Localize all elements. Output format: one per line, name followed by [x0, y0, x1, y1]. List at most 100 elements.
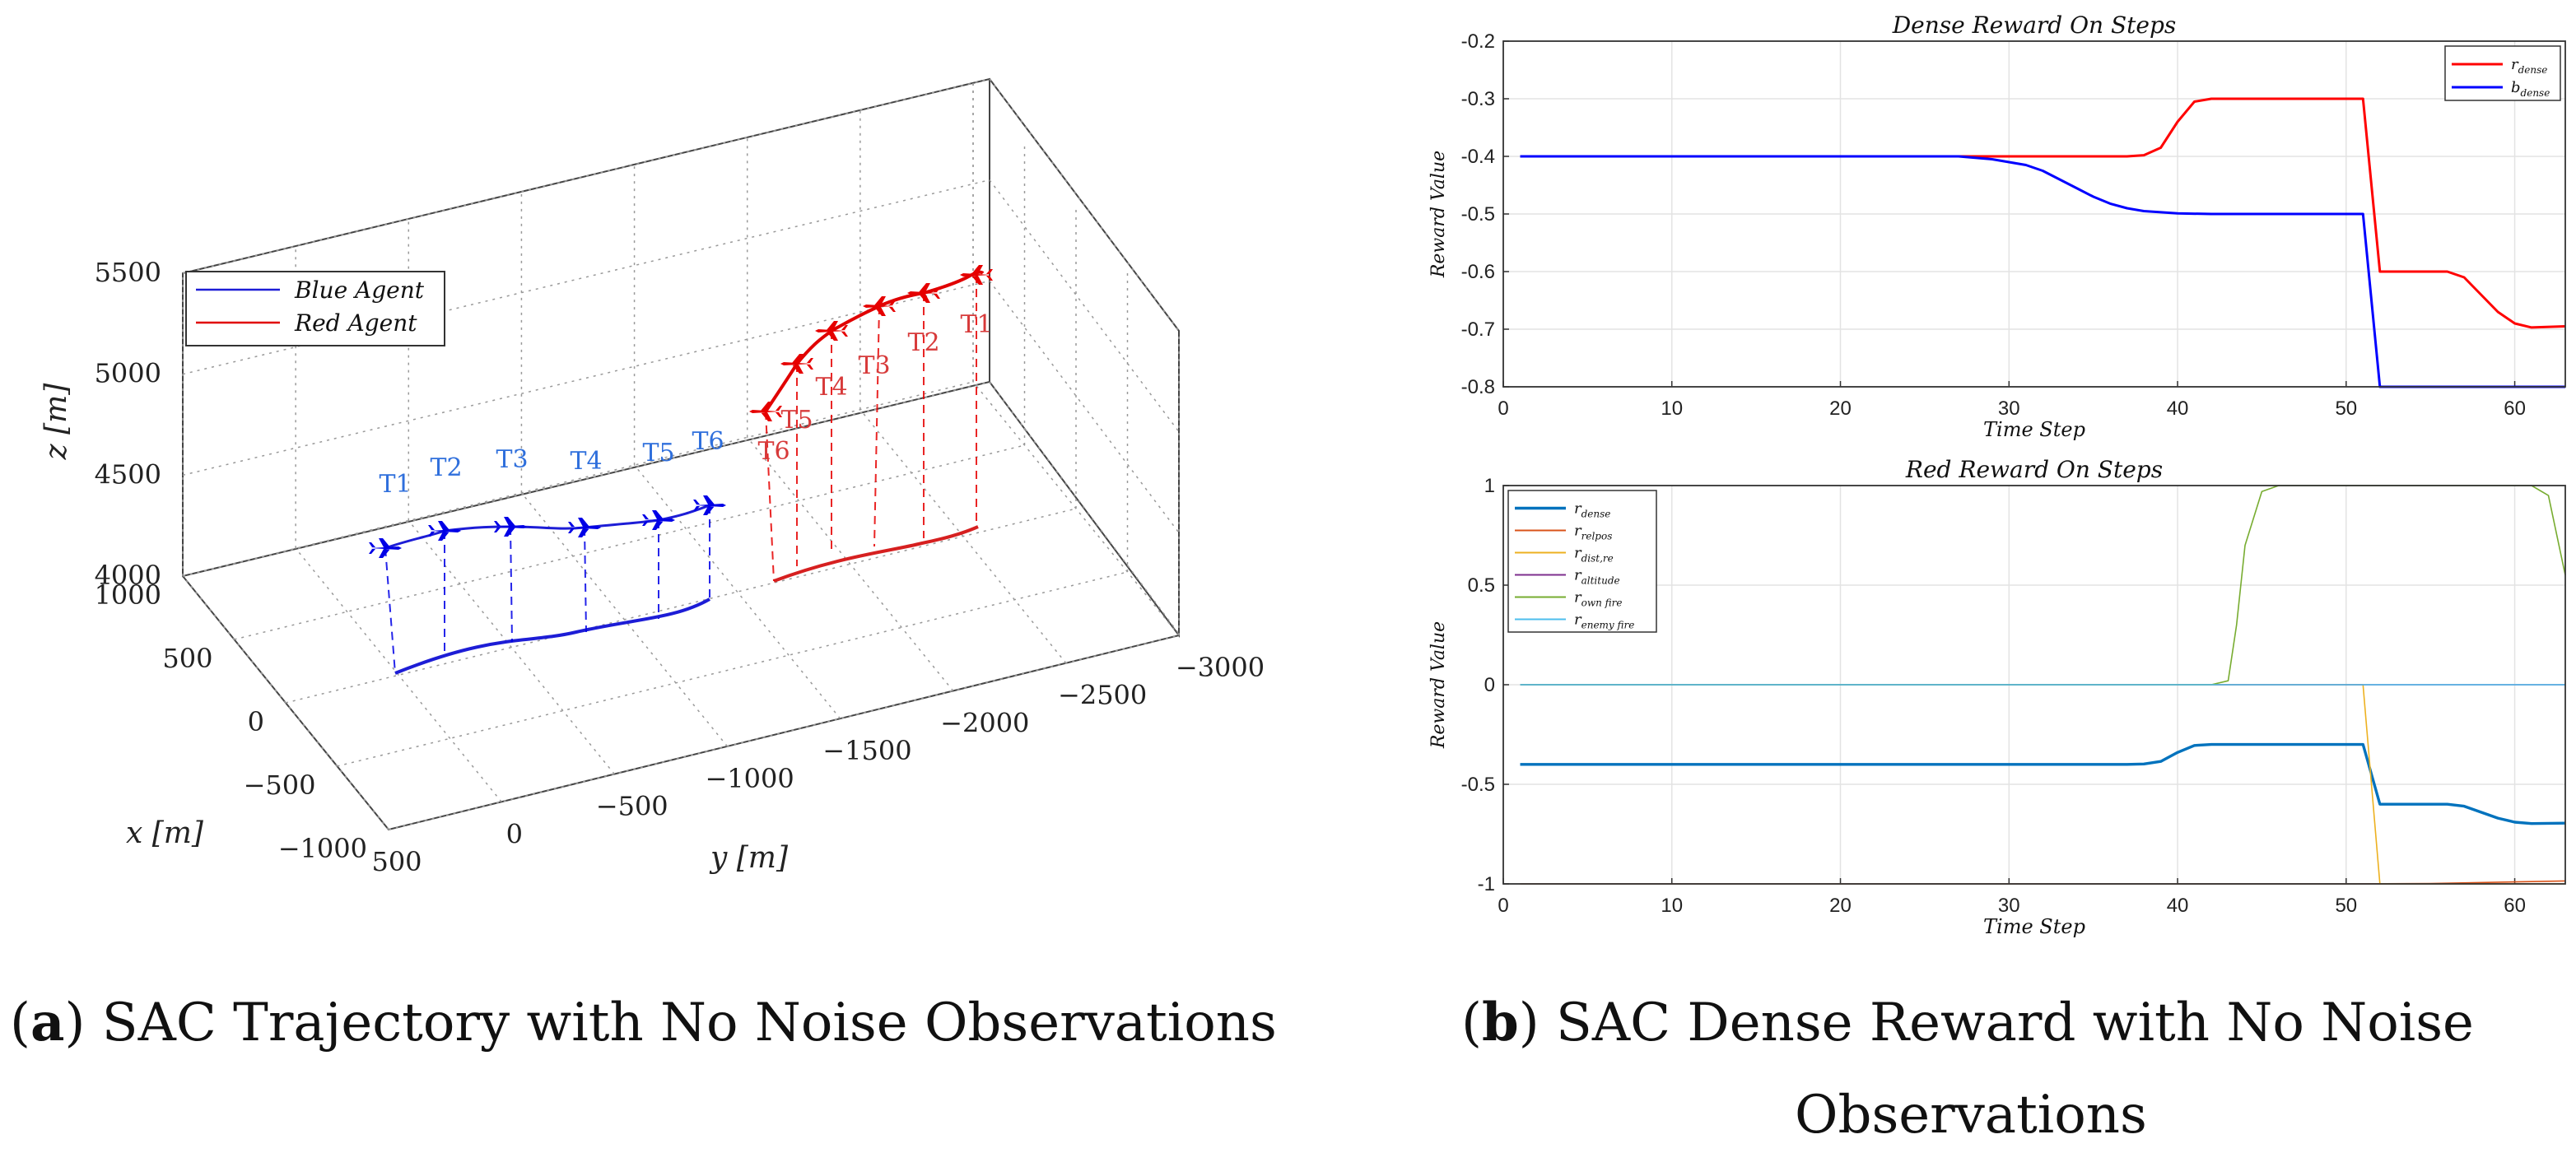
- x-tick-label: 0: [248, 706, 264, 737]
- aircraft-marker: [960, 265, 993, 285]
- x-tick-label: 30: [1998, 895, 2020, 917]
- y-tick-label: 0.5: [1468, 574, 1495, 597]
- time-label: T4: [815, 373, 847, 402]
- legend-label: renemy fire: [1574, 611, 1634, 631]
- aircraft-shape: [494, 517, 527, 537]
- time-label: T3: [496, 445, 528, 474]
- aircraft-shape: [960, 265, 993, 285]
- y-tick-label: -1: [1478, 873, 1495, 895]
- y-axis-label: y [m]: [709, 841, 789, 875]
- z-tick-label: 5500: [95, 257, 161, 288]
- aircraft-shape: [369, 538, 402, 558]
- aircraft-marker: [780, 354, 813, 374]
- legend-label: rown fire: [1574, 589, 1623, 609]
- y-tick-label: 0: [1484, 674, 1495, 696]
- legend-label: bdense: [2511, 79, 2550, 99]
- caption-b: (b) SAC Dense Reward with No Noise: [1461, 992, 2474, 1053]
- y-tick-label: -0.2: [1461, 30, 1495, 53]
- x-axis-label: x [m]: [126, 816, 204, 850]
- x-tick-label: 500: [162, 643, 212, 674]
- x-tick-label: 20: [1829, 895, 1852, 917]
- grid-line: [182, 575, 389, 830]
- series-line-b-dense: [1520, 155, 2565, 388]
- y-tick-label: 1: [1484, 475, 1495, 497]
- drop-line: [584, 527, 587, 633]
- caption-b-text-line1: SAC Dense Reward with No Noise: [1556, 993, 2474, 1053]
- x-tick-label: 10: [1661, 895, 1683, 917]
- grid-line: [285, 508, 1077, 704]
- blue-air-track: [384, 504, 710, 550]
- aircraft-marker: [863, 296, 896, 316]
- grid-line: [989, 381, 1180, 635]
- aircraft-shape: [907, 283, 940, 303]
- chart-title: Red Reward On Steps: [1905, 456, 2163, 483]
- x-tick-label: 0: [1498, 398, 1508, 420]
- y-axis-label: Reward Value: [1428, 151, 1449, 278]
- caption-a: (a) SAC Trajectory with No Noise Observa…: [10, 992, 1277, 1053]
- caption-a-text: SAC Trajectory with No Noise Observation…: [101, 993, 1277, 1053]
- grid-line: [337, 571, 1128, 767]
- side-wall: [989, 78, 1180, 639]
- grid-line: [747, 436, 954, 691]
- grid-line: [989, 179, 1180, 433]
- grid-line: [388, 635, 1180, 830]
- time-label: T5: [780, 406, 813, 435]
- legend-label: rdense: [1574, 500, 1610, 520]
- z-tick-labels: 4000 4500 5000 5500: [95, 257, 161, 591]
- aircraft-marker: [568, 518, 601, 537]
- caption-b-letter: b: [1481, 992, 1519, 1053]
- aircraft-marker: [749, 402, 782, 421]
- time-label: T4: [570, 447, 602, 476]
- z-tick-label: 4500: [95, 458, 161, 490]
- x-tick-label: 20: [1829, 398, 1852, 420]
- caption-b-text-line2: Observations: [1795, 1085, 2147, 1146]
- x-axis-label: Time Step: [1983, 915, 2085, 938]
- aircraft-shape: [780, 354, 813, 374]
- y-tick-label: -0.8: [1461, 376, 1495, 398]
- time-label: T2: [430, 453, 462, 482]
- aircraft-shape: [428, 521, 461, 541]
- time-label: T1: [379, 470, 411, 499]
- grid-line: [520, 492, 729, 747]
- y-tick-label: 0: [506, 818, 523, 849]
- legend: rdense bdense: [2444, 45, 2561, 101]
- red-ground-track: [773, 525, 979, 583]
- y-tick-label: −2000: [940, 707, 1029, 738]
- aircraft-marker: [428, 521, 461, 541]
- x-tick-label: 1000: [95, 579, 161, 611]
- x-tick-label: 50: [2335, 895, 2357, 917]
- y-tick-label: −1500: [822, 735, 911, 766]
- x-tick-label: 10: [1661, 398, 1683, 420]
- drop-line: [510, 526, 513, 643]
- grid-line: [182, 179, 990, 375]
- blue-trajectory: [384, 504, 710, 675]
- legend-label: raltitude: [1574, 567, 1620, 587]
- legend-box: [1507, 490, 1657, 633]
- x-tick-label: 60: [2504, 895, 2526, 917]
- y-tick-label: −1000: [705, 763, 794, 794]
- x-tick-label: 40: [2167, 398, 2189, 420]
- time-label: T6: [757, 437, 790, 466]
- legend-blue-label: Blue Agent: [294, 277, 425, 304]
- aircraft-marker: [693, 495, 726, 515]
- y-tick-label: 500: [371, 846, 422, 877]
- y-tick-label: −3000: [1176, 652, 1265, 683]
- z-axis-label: z [m]: [40, 383, 73, 461]
- plot-frame: [1502, 485, 2566, 885]
- aircraft-shape: [568, 518, 601, 537]
- grid-line: [972, 381, 1180, 636]
- x-tick-label: 60: [2504, 398, 2526, 420]
- aircraft-marker: [369, 538, 402, 558]
- x-tick-label: 50: [2335, 398, 2357, 420]
- x-tick-label: 40: [2167, 895, 2189, 917]
- legend-3d: Blue Agent Red Agent: [185, 271, 445, 346]
- aircraft-marker: [494, 517, 527, 537]
- x-tick-label: −500: [244, 769, 316, 801]
- y-tick-label: -0.5: [1461, 774, 1495, 796]
- time-label: T1: [960, 310, 992, 339]
- legend-label: rrelpos: [1574, 523, 1612, 542]
- x-axis-label: Time Step: [1983, 418, 2085, 441]
- chart-red-reward: 0 10 20 30 40 50 60 1 0.5 0 -0.5 -1 Red Reward On St…: [1428, 456, 2566, 938]
- y-tick-label: -0.3: [1461, 88, 1495, 110]
